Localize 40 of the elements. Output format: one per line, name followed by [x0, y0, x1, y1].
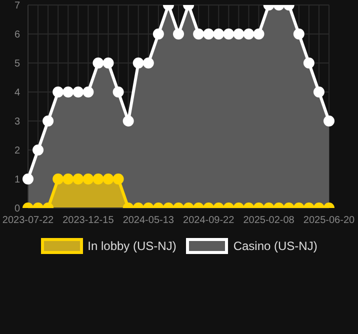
x-tick-label: 2023-12-15	[62, 215, 114, 226]
point	[72, 86, 84, 98]
point	[82, 86, 94, 98]
point	[42, 116, 54, 126]
point	[203, 28, 214, 40]
point	[223, 28, 234, 40]
x-tick-label: 2025-02-08	[243, 215, 295, 226]
point	[142, 58, 154, 68]
point	[213, 28, 224, 40]
point	[293, 28, 304, 40]
x-tick-label: 2024-05-13	[122, 215, 174, 226]
y-tick-label: 6	[14, 30, 20, 41]
legend-label: In lobby (US-NJ)	[88, 239, 176, 253]
x-tick-label: 2023-07-22	[2, 215, 54, 226]
x-tick-label: 2024-09-22	[183, 215, 235, 226]
point	[132, 58, 144, 68]
point	[313, 86, 324, 98]
point	[243, 28, 254, 40]
y-tick-label: 1	[14, 174, 20, 186]
point	[102, 58, 114, 68]
point	[62, 86, 74, 98]
legend-label: Casino (US-NJ)	[233, 239, 318, 253]
point	[233, 28, 244, 40]
point	[122, 116, 134, 126]
y-tick-label: 3	[14, 116, 20, 128]
point	[112, 86, 124, 98]
x-tick-label: 2025-06-20	[303, 215, 356, 226]
point	[324, 116, 334, 126]
point	[173, 28, 184, 40]
y-tick-label: 4	[14, 88, 20, 99]
point	[303, 58, 314, 68]
point	[253, 28, 264, 40]
point	[52, 86, 64, 98]
point	[152, 28, 164, 40]
y-tick-label: 2	[14, 146, 20, 157]
y-tick-label: 7	[14, 0, 20, 12]
y-tick-label: 0	[14, 204, 20, 215]
point	[193, 28, 204, 40]
y-tick-label: 5	[14, 58, 20, 70]
point	[92, 58, 104, 68]
